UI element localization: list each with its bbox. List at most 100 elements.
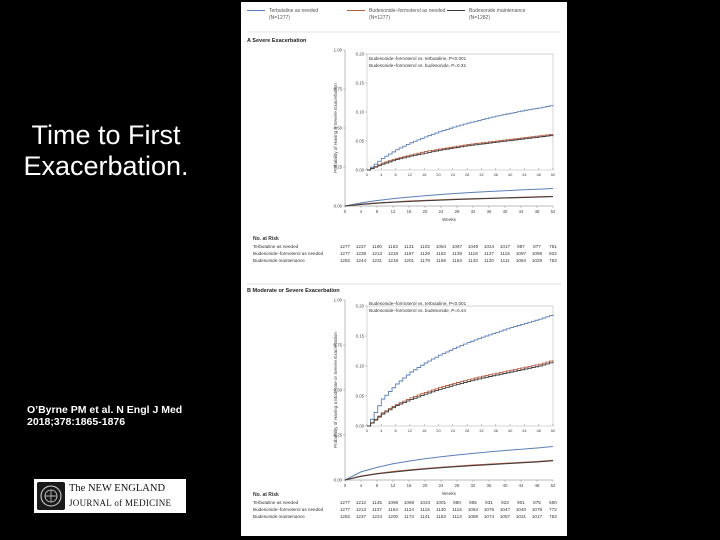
risk-cell: 1120 (484, 258, 494, 263)
risk-cell: 822 (549, 251, 557, 256)
risk-cell: 1190 (372, 244, 382, 249)
risk-cell: 1017 (499, 244, 511, 249)
main-x-tick-label: 52 (551, 483, 556, 488)
annotation-line1: Budesonide–formoterol vs. terbutaline, P… (369, 301, 467, 306)
risk-cell: 1078 (531, 507, 543, 512)
legend-entry-name: Budesonide maintenance (469, 8, 526, 14)
risk-cell: 1153 (388, 244, 398, 249)
risk-cell: 1102 (420, 244, 430, 249)
legend-swatch (447, 10, 465, 12)
legend-entry-n: (N=1277) (269, 15, 290, 21)
risk-cell: 980 (453, 500, 461, 505)
risk-cell: 1277 (339, 244, 351, 249)
x-axis-label: Weeks (442, 491, 457, 496)
risk-cell: 1141 (420, 514, 430, 519)
legend-swatch (247, 10, 265, 12)
inset-y-tick-label: 0.15 (356, 81, 365, 86)
risk-cell: 1218 (387, 251, 399, 256)
main-x-tick-label: 40 (503, 209, 508, 214)
legend-entry-name: Terbutaline as needed (269, 8, 319, 14)
risk-cell: 1047 (499, 507, 511, 512)
inset-y-tick-label: 0.10 (356, 110, 365, 115)
inset-x-tick-label: 24 (451, 428, 456, 433)
annotation-line2: Budesonide–formoterol vs. budesonide, P=… (369, 308, 466, 313)
inset-x-tick-label: 4 (380, 172, 383, 177)
risk-cell: 1001 (435, 500, 447, 505)
main-y-tick-label: 0.00 (334, 204, 343, 209)
figure-charts: A Severe Exacerbation 0.00 0.25 0.50 0.75 1.0… (247, 31, 561, 496)
risk-cell: 1116 (452, 507, 462, 512)
risk-cell: 1231 (371, 258, 383, 263)
risk-cell: 1213 (371, 251, 383, 256)
risk-cell: 1115 (420, 507, 430, 512)
risk-cell: 753 (549, 258, 557, 263)
risk-table: No. at Risk Terbutaline as needed 1277 1237… (253, 236, 565, 268)
main-x-tick-label: 32 (471, 209, 476, 214)
main-x-tick-label: 12 (391, 209, 396, 214)
inset-x-tick-label: 12 (408, 172, 413, 177)
inset-x-tick-label: 36 (494, 428, 499, 433)
inset-x-tick-label: 0 (366, 172, 369, 177)
journal-seal-icon (37, 482, 65, 510)
inset-x-tick-label: 52 (551, 428, 556, 433)
y-axis-label: Probability of Having a Severe Exacerbat… (333, 83, 338, 173)
risk-cell: 1213 (355, 507, 367, 512)
risk-cell: 1074 (483, 514, 495, 519)
main-x-tick-label: 20 (423, 209, 428, 214)
main-x-tick-label: 8 (376, 209, 379, 214)
main-y-tick-label: 0.50 (334, 388, 343, 393)
main-x-tick-label: 12 (391, 483, 396, 488)
legend-entry: Terbutaline as needed (N=1277) (269, 8, 318, 22)
inset-y-tick-label: 0.05 (356, 139, 365, 144)
main-x-tick-label: 16 (407, 483, 412, 488)
legend-entry-n: (N=1282) (469, 15, 490, 21)
risk-cell: 1164 (388, 507, 398, 512)
risk-cell: 877 (533, 244, 541, 249)
risk-table-row: Budesonide–formoterol as needed 1277 1213 1… (253, 507, 565, 514)
inset-y-tick-label: 0.00 (356, 168, 365, 173)
figure-legend: Terbutaline as needed (N=1277) Budesonide–… (241, 6, 567, 32)
main-x-tick-label: 36 (487, 483, 492, 488)
inset-x-tick-label: 32 (479, 428, 484, 433)
legend-swatch (347, 10, 365, 12)
risk-cell: 1099 (531, 251, 543, 256)
journal-name-line1: The NEW ENGLAND (69, 483, 166, 494)
inset-x-tick-label: 4 (380, 428, 383, 433)
journal-logo: The NEW ENGLAND JOURNAL of MEDICINE (34, 479, 186, 513)
risk-table-header: No. at Risk (253, 492, 279, 498)
main-x-tick-label: 44 (519, 483, 524, 488)
main-x-tick-label: 52 (551, 209, 556, 214)
risk-row-label: Budesonide–formoterol as needed (253, 507, 324, 512)
risk-cell: 1084 (435, 244, 447, 249)
risk-cell: 1129 (420, 251, 430, 256)
risk-cell: 955 (469, 500, 477, 505)
inset-x-tick-label: 28 (465, 428, 470, 433)
inset-frame (366, 53, 554, 171)
main-x-tick-label: 16 (407, 209, 412, 214)
main-x-tick-label: 4 (360, 209, 363, 214)
risk-cell: 1113 (452, 514, 462, 519)
risk-cell: 1277 (339, 507, 351, 512)
risk-cell: 772 (549, 507, 557, 512)
inset-series-line (367, 134, 554, 171)
inset-x-tick-label: 28 (465, 172, 470, 177)
risk-cell: 1088 (467, 514, 479, 519)
main-x-tick-label: 24 (439, 483, 444, 488)
main-y-tick-label: 0.00 (334, 478, 343, 483)
risk-cell: 1201 (403, 258, 415, 263)
legend-entry-n: (N=1277) (369, 15, 390, 21)
risk-cell: 1282 (339, 514, 351, 519)
inset-series-line (367, 314, 554, 427)
inset-y-tick-label: 0.20 (356, 52, 365, 57)
main-x-tick-label: 0 (344, 209, 347, 214)
risk-cell: 660 (549, 500, 557, 505)
inset-y-tick-label: 0.00 (356, 424, 365, 429)
risk-cell: 1145 (372, 500, 382, 505)
risk-cell: 1057 (499, 514, 511, 519)
main-y-tick-label: 1.00 (334, 48, 343, 53)
figure-panel: Terbutaline as needed (N=1277) Budesonide–… (241, 2, 567, 536)
main-series-line (344, 188, 554, 207)
main-x-tick-label: 28 (455, 209, 460, 214)
risk-cell: 1067 (451, 244, 463, 249)
inset-x-tick-label: 40 (508, 428, 513, 433)
